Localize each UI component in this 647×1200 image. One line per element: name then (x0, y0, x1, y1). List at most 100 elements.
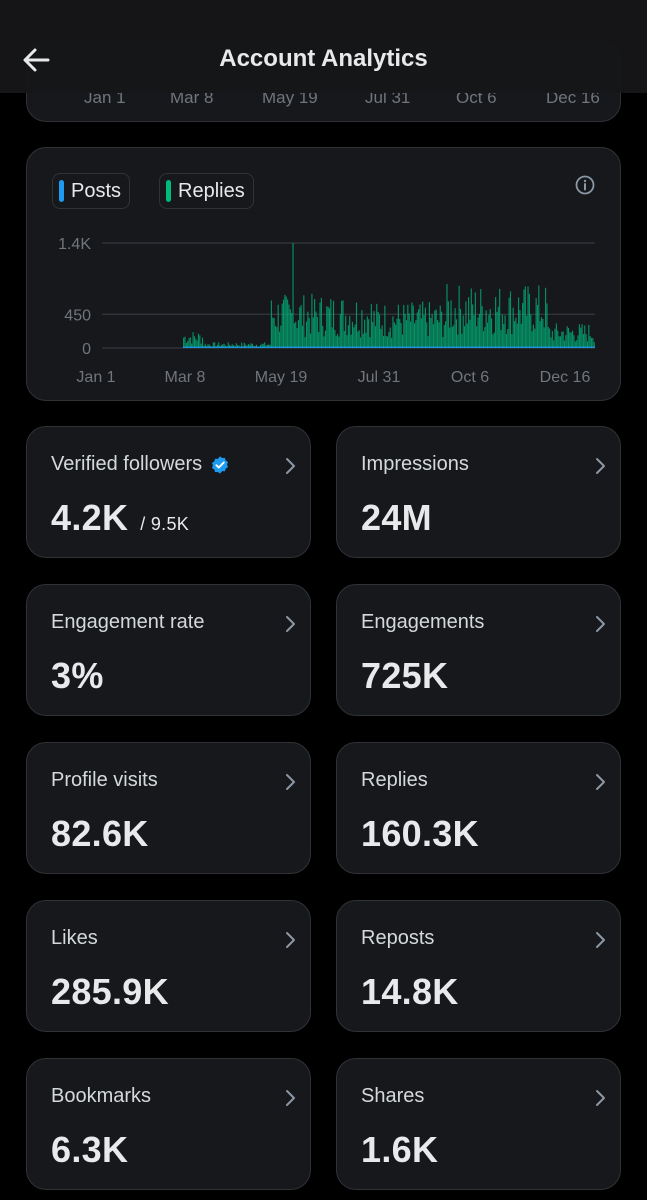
replies-bar (337, 333, 339, 348)
replies-bar (545, 287, 547, 348)
posts-bar (288, 346, 290, 348)
replies-bar (377, 311, 379, 348)
replies-bar (555, 323, 557, 348)
metric-card-engagements[interactable]: Engagements 725K (336, 584, 621, 716)
replies-bar (474, 292, 476, 348)
replies-bar (311, 293, 313, 348)
posts-bar (414, 346, 416, 348)
replies-bar (499, 288, 501, 348)
posts-bar (393, 346, 395, 348)
posts-bar (550, 346, 552, 348)
replies-bar (296, 328, 298, 348)
posts-bar (303, 346, 305, 348)
metric-card-profile-visits[interactable]: Profile visits 82.6K (26, 742, 311, 874)
replies-bar (346, 335, 348, 348)
metric-card-impressions[interactable]: Impressions 24M (336, 426, 621, 558)
replies-bar (278, 331, 281, 348)
posts-bar (540, 346, 543, 348)
replies-bar (477, 317, 479, 348)
replies-bar (488, 314, 490, 348)
posts-bar (590, 346, 593, 348)
posts-bar (497, 346, 499, 348)
chevron-right-icon (286, 616, 295, 632)
replies-bar (227, 342, 229, 348)
posts-bar (212, 346, 214, 348)
posts-bar (365, 346, 367, 348)
posts-bar (578, 346, 580, 348)
posts-bar (273, 346, 275, 348)
replies-bar (531, 331, 533, 348)
posts-bar (307, 346, 309, 348)
replies-bar (554, 328, 556, 348)
replies-bar (497, 306, 499, 348)
metric-value: 24M (361, 497, 432, 538)
replies-bar (365, 332, 367, 348)
posts-bar (183, 346, 185, 348)
replies-bar (289, 309, 291, 348)
posts-bar (468, 346, 470, 348)
replies-bar (508, 297, 510, 348)
legend-posts[interactable]: Posts (52, 173, 131, 209)
posts-bar (300, 346, 302, 348)
replies-bar (558, 336, 560, 348)
metric-label: Engagement rate (51, 611, 205, 633)
posts-bar (523, 346, 525, 348)
replies-bar (191, 343, 193, 348)
replies-bar (451, 326, 453, 348)
replies-bar (589, 336, 591, 348)
posts-bar (407, 346, 409, 348)
replies-bar (465, 301, 467, 348)
x-tick-label: May 19 (255, 369, 308, 386)
replies-bar (585, 334, 587, 348)
replies-bar (295, 321, 297, 348)
replies-bar (511, 334, 513, 348)
back-button[interactable] (18, 44, 56, 76)
posts-bar (399, 346, 401, 348)
replies-bar (292, 243, 294, 348)
posts-bar (386, 346, 389, 348)
metric-card-shares[interactable]: Shares 1.6K (336, 1058, 621, 1190)
metric-card-reposts[interactable]: Reposts 14.8K (336, 900, 621, 1032)
posts-bar (492, 346, 494, 348)
posts-bar (504, 346, 506, 348)
posts-bar (282, 346, 285, 348)
replies-bar (539, 321, 541, 348)
posts-bar (538, 346, 540, 348)
metric-card-verified-followers[interactable]: Verified followers 4.2K / 9.5K (26, 426, 311, 558)
replies-bar (470, 288, 472, 348)
replies-bar (251, 343, 254, 348)
verified-badge-icon (212, 455, 229, 474)
replies-bar (326, 306, 328, 348)
posts-bar (239, 346, 241, 348)
posts-bar (511, 346, 513, 348)
posts-bar (310, 346, 312, 348)
posts-bar (577, 346, 579, 348)
metric-card-replies[interactable]: Replies 160.3K (336, 742, 621, 874)
replies-bar (339, 313, 341, 348)
replies-bar (330, 299, 332, 348)
posts-bar (522, 346, 524, 348)
posts-bar (189, 346, 191, 348)
posts-bar (254, 346, 256, 348)
metric-card-likes[interactable]: Likes 285.9K (26, 900, 311, 1032)
posts-bar (565, 346, 567, 348)
metric-card-engagement-rate[interactable]: Engagement rate 3% (26, 584, 311, 716)
replies-bar (349, 315, 351, 348)
info-icon[interactable] (574, 174, 596, 196)
posts-bar (199, 346, 201, 348)
posts-bar (490, 346, 493, 348)
replies-bar (519, 310, 521, 348)
replies-bar (574, 341, 576, 348)
legend-replies[interactable]: Replies (159, 173, 254, 209)
replies-bar (299, 307, 301, 348)
posts-bar (318, 346, 320, 348)
posts-bar (466, 346, 468, 348)
metric-card-bookmarks[interactable]: Bookmarks 6.3K (26, 1058, 311, 1190)
replies-bar (281, 303, 283, 348)
posts-bar (449, 346, 451, 348)
posts-bar (416, 346, 418, 348)
replies-bar (331, 327, 333, 348)
replies-bar (515, 317, 517, 348)
posts-bar (530, 346, 532, 348)
posts-bar (350, 346, 352, 348)
